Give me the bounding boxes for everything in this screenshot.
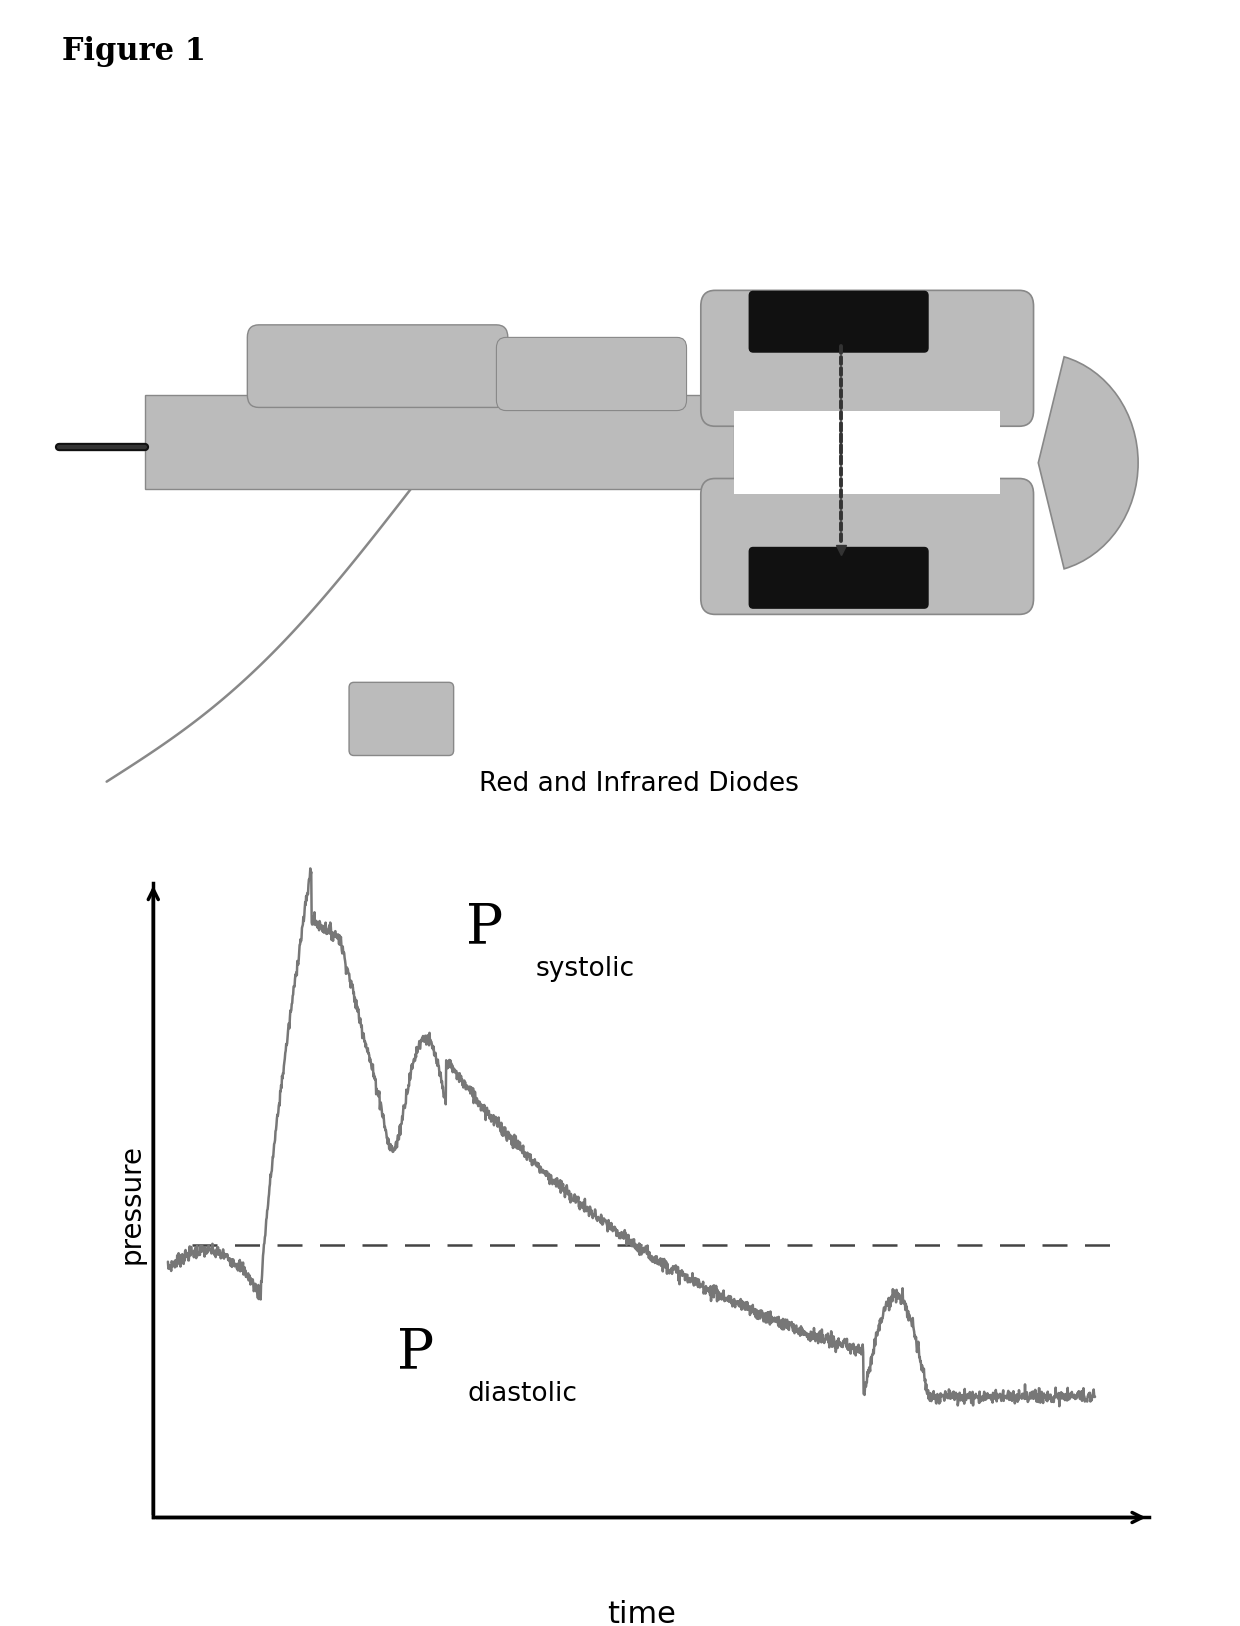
FancyBboxPatch shape <box>734 411 1001 494</box>
Text: P: P <box>397 1325 434 1380</box>
Text: pressure: pressure <box>118 1145 146 1263</box>
FancyBboxPatch shape <box>701 291 1034 426</box>
FancyBboxPatch shape <box>496 338 687 411</box>
Text: time: time <box>606 1600 676 1626</box>
FancyBboxPatch shape <box>749 548 928 608</box>
Text: diastolic: diastolic <box>467 1382 578 1406</box>
Text: Figure 1: Figure 1 <box>62 36 206 67</box>
Text: systolic: systolic <box>536 956 635 982</box>
FancyBboxPatch shape <box>350 683 454 756</box>
Wedge shape <box>1038 356 1138 569</box>
FancyBboxPatch shape <box>749 291 928 353</box>
FancyBboxPatch shape <box>247 325 508 408</box>
Text: Red and Infrared Diodes: Red and Infrared Diodes <box>479 771 799 797</box>
Text: P: P <box>465 901 503 954</box>
Polygon shape <box>145 395 734 489</box>
FancyBboxPatch shape <box>701 478 1034 615</box>
